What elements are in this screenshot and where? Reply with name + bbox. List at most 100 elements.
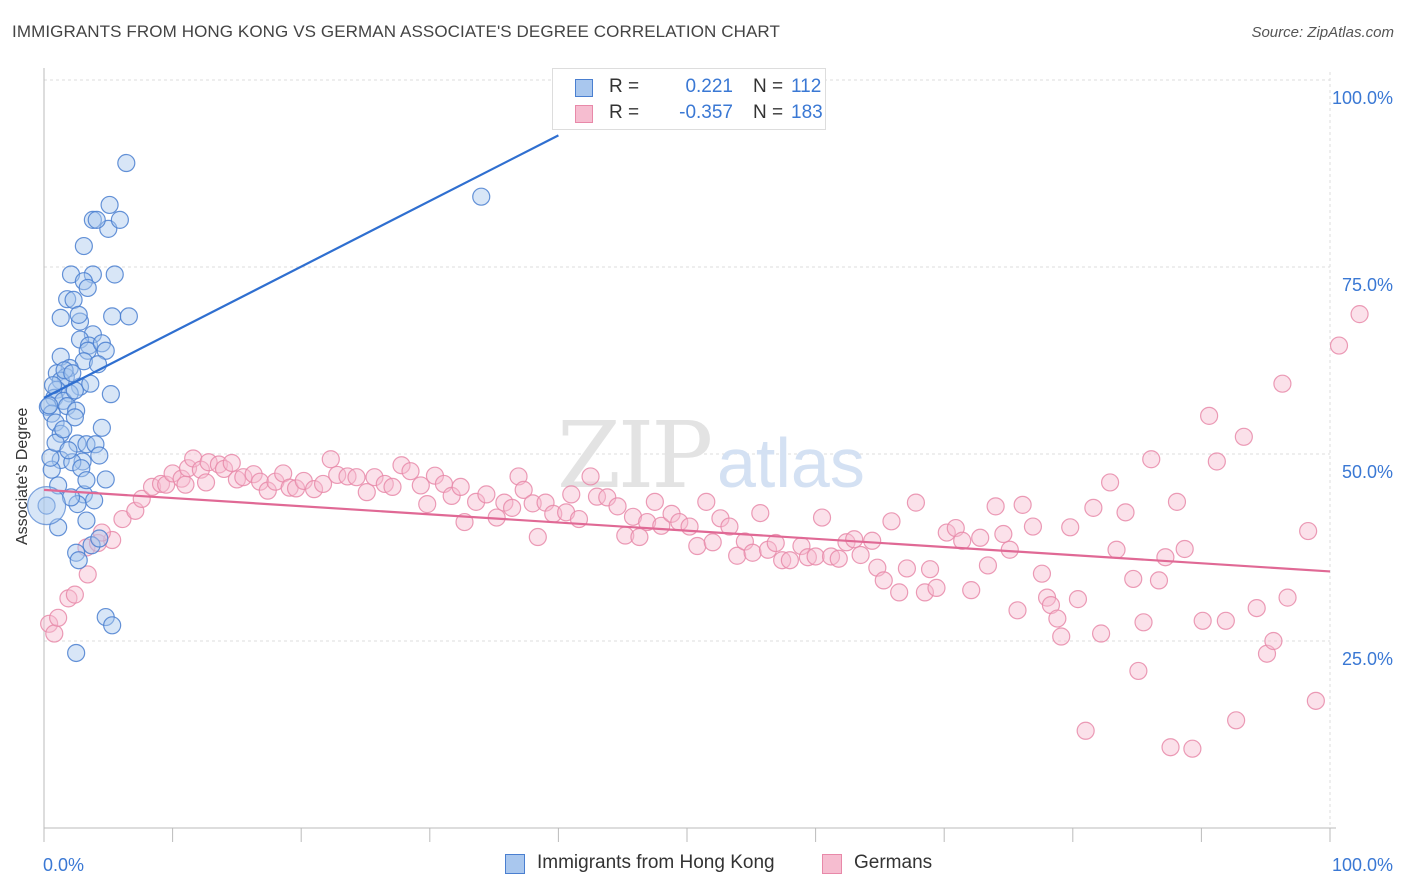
data-point [59,441,78,460]
data-point [83,265,102,284]
watermark-atlas: atlas [717,424,865,502]
data-point [321,450,340,469]
blue-swatch [505,854,525,874]
data-point [117,153,136,173]
data-point [113,509,132,529]
data-point [411,476,430,495]
data-point [74,236,93,256]
data-point [798,548,817,567]
data-point [347,468,366,487]
data-point [920,560,940,579]
y-tick-label: 25.0% [1342,649,1393,669]
data-point [105,265,124,284]
n-key: N = [753,76,784,97]
data-point [703,533,722,552]
r-value: -0.357 [679,102,733,123]
data-point [54,420,73,439]
data-point [132,489,151,508]
data-point [1200,406,1219,425]
data-point [897,559,917,578]
axes [43,68,1336,842]
data-point [1124,569,1143,589]
data-point [1329,336,1349,355]
data-point [96,470,115,489]
data-point [1175,539,1194,559]
data-point [528,527,547,547]
data-point [313,474,333,494]
data-point [1091,624,1111,643]
data-point [472,187,491,206]
data-point [851,545,870,565]
data-point [365,468,384,487]
data-point [1149,571,1169,590]
data-point [244,465,263,484]
data-point [110,210,129,229]
data-point [1100,473,1120,492]
n-value: 112 [791,76,822,97]
data-point [96,341,115,360]
data-point [92,418,111,437]
data-point [1068,590,1088,609]
y-tick-label: 50.0% [1342,462,1393,482]
data-point [58,290,77,309]
data-point [90,529,109,548]
data-point [77,471,96,490]
data-point [720,517,739,536]
data-point [812,508,832,527]
data-point [845,530,864,549]
tick-labels: 25.0% 50.0% 75.0% 100.0% 0.0% 100.0% [43,88,1393,875]
data-point [1129,661,1148,681]
data-point [176,475,195,494]
data-point [927,578,946,597]
data-point [890,583,909,602]
data-point [86,435,105,454]
data-point [523,494,542,513]
data-point [882,512,901,531]
trend-line-germans [43,488,1331,573]
data-point [1076,721,1095,740]
data-point [1008,601,1027,620]
data-point [608,497,627,516]
data-point [157,475,176,494]
data-point [69,551,88,570]
y-axis-label: Associate's Degree [14,407,31,545]
data-point [915,583,935,602]
x-tick-label: 0.0% [43,855,84,875]
data-point [1227,711,1246,730]
data-point [906,493,926,512]
data-point [90,446,109,465]
data-point [392,456,411,475]
data-point [1048,609,1067,628]
data-point [986,497,1005,516]
data-point [630,527,649,547]
r-key: R = [609,76,640,97]
data-point [1061,518,1080,537]
data-point [1084,498,1103,517]
data-point [773,551,792,570]
germans-points [40,305,1369,758]
data-point [645,492,664,511]
trend-line-hongkong [43,134,559,399]
data-point [1116,503,1135,522]
source-label: Source: ZipAtlas.com [1251,24,1394,41]
data-point [418,495,437,514]
data-point [638,512,657,532]
data-point [49,608,68,627]
data-point [971,528,990,547]
data-point [1183,739,1202,758]
data-point [401,462,420,481]
hongkong-points [26,153,491,663]
data-point [67,643,86,663]
data-point [103,616,122,635]
data-point [780,551,799,570]
data-point [514,480,533,500]
y-tick-label: 75.0% [1342,275,1393,295]
data-point [1013,495,1032,514]
data-point [85,491,104,510]
data-point [1193,611,1212,630]
data-point [477,485,496,504]
trend-lines [43,134,1331,573]
data-point [46,413,65,432]
data-point [304,480,324,499]
